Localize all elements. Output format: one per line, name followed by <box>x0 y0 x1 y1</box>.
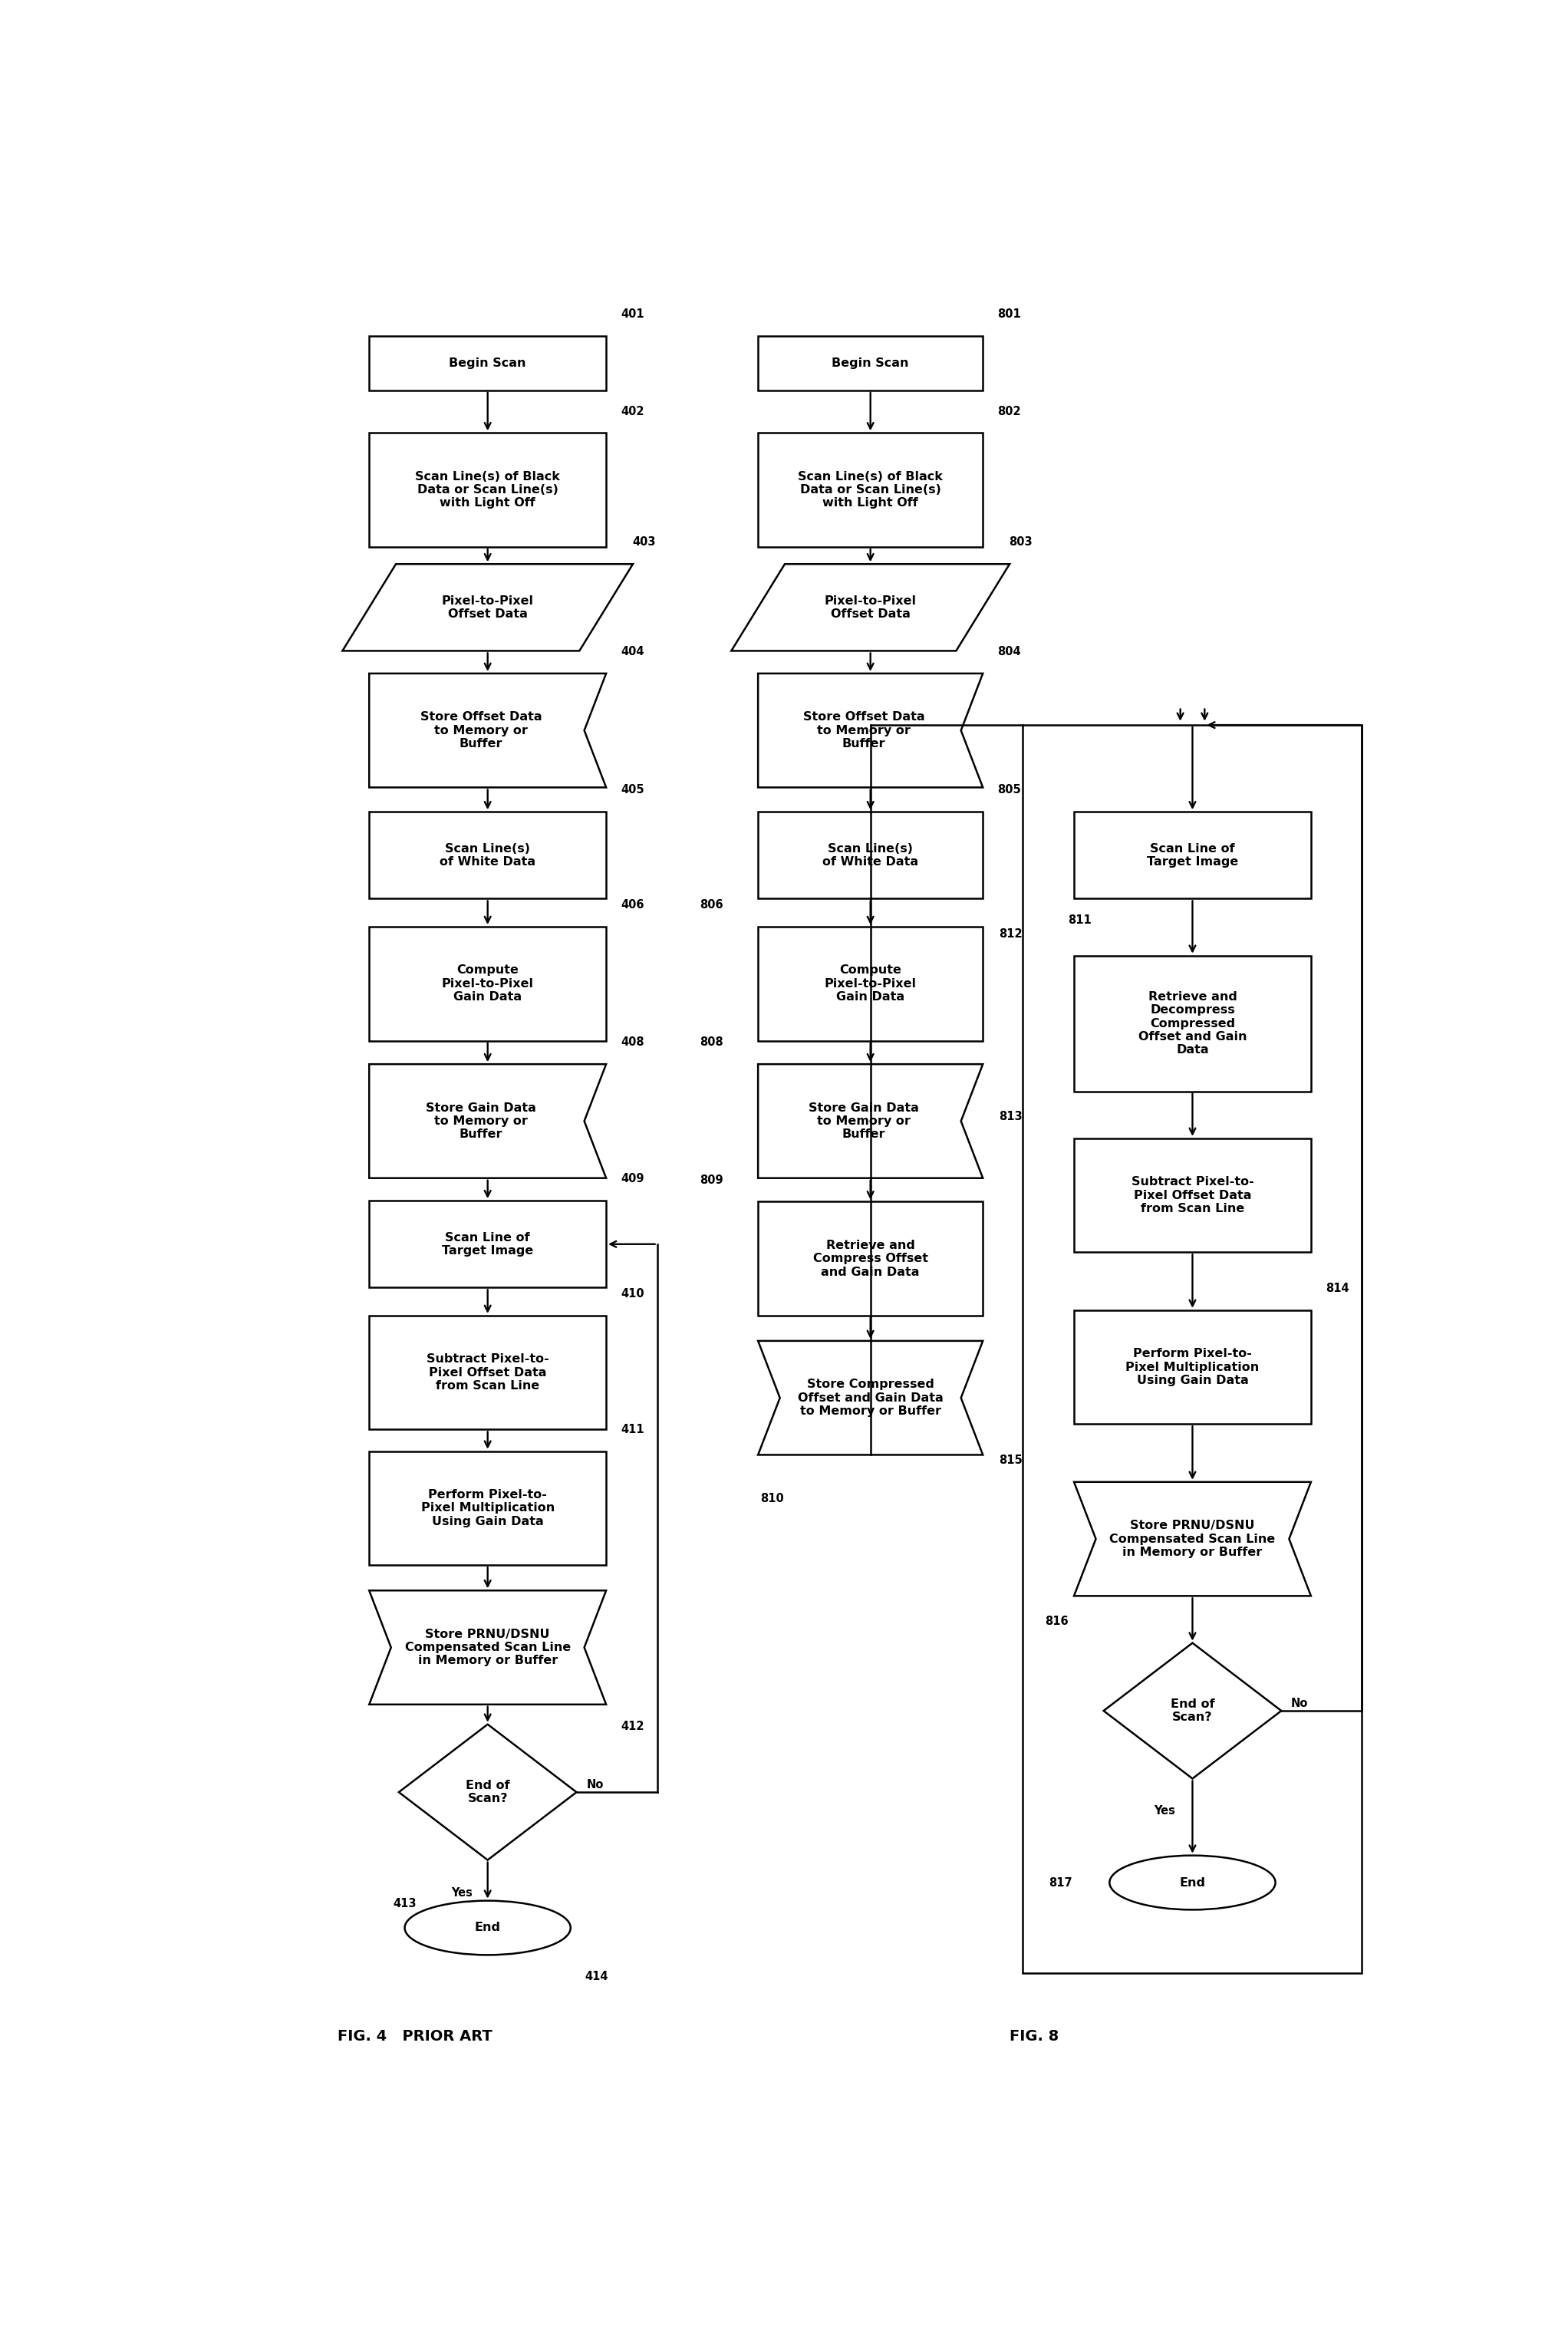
Ellipse shape <box>1110 1856 1275 1910</box>
Text: Store Compressed
Offset and Gain Data
to Memory or Buffer: Store Compressed Offset and Gain Data to… <box>798 1379 944 1416</box>
Text: 808: 808 <box>699 1036 723 1048</box>
Text: 408: 408 <box>621 1036 644 1048</box>
Text: End: End <box>1179 1877 1206 1889</box>
Polygon shape <box>398 1724 577 1860</box>
Text: Store Gain Data
to Memory or
Buffer: Store Gain Data to Memory or Buffer <box>426 1102 536 1139</box>
Text: 403: 403 <box>632 536 655 547</box>
Text: Retrieve and
Compress Offset
and Gain Data: Retrieve and Compress Offset and Gain Da… <box>812 1240 928 1278</box>
FancyBboxPatch shape <box>757 813 983 900</box>
Text: End of
Scan?: End of Scan? <box>1170 1698 1215 1724</box>
Text: 812: 812 <box>999 928 1022 940</box>
Text: No: No <box>1290 1698 1308 1710</box>
Text: 411: 411 <box>621 1423 644 1435</box>
Text: Store Offset Data
to Memory or
Buffer: Store Offset Data to Memory or Buffer <box>420 712 543 749</box>
FancyBboxPatch shape <box>368 432 607 547</box>
Polygon shape <box>342 564 633 651</box>
Text: Subtract Pixel-to-
Pixel Offset Data
from Scan Line: Subtract Pixel-to- Pixel Offset Data fro… <box>1131 1177 1254 1214</box>
Text: Compute
Pixel-to-Pixel
Gain Data: Compute Pixel-to-Pixel Gain Data <box>825 965 916 1003</box>
Text: 814: 814 <box>1325 1283 1348 1294</box>
FancyBboxPatch shape <box>368 1200 607 1287</box>
Text: Scan Line(s) of Black
Data or Scan Line(s)
with Light Off: Scan Line(s) of Black Data or Scan Line(… <box>798 470 942 510</box>
Text: 815: 815 <box>999 1454 1022 1466</box>
Polygon shape <box>368 674 607 787</box>
Text: 801: 801 <box>997 308 1021 319</box>
Text: Begin Scan: Begin Scan <box>833 357 909 369</box>
Text: Scan Line of
Target Image: Scan Line of Target Image <box>1146 843 1239 867</box>
Text: 409: 409 <box>621 1172 644 1184</box>
Polygon shape <box>731 564 1010 651</box>
Text: 809: 809 <box>699 1174 723 1186</box>
FancyBboxPatch shape <box>1074 1311 1311 1423</box>
Polygon shape <box>757 1064 983 1179</box>
Polygon shape <box>1104 1642 1281 1778</box>
FancyBboxPatch shape <box>1074 956 1311 1092</box>
Text: 817: 817 <box>1049 1877 1073 1889</box>
Text: Store PRNU/DSNU
Compensated Scan Line
in Memory or Buffer: Store PRNU/DSNU Compensated Scan Line in… <box>405 1628 571 1665</box>
FancyBboxPatch shape <box>368 813 607 900</box>
Text: 402: 402 <box>621 406 644 418</box>
Text: Pixel-to-Pixel
Offset Data: Pixel-to-Pixel Offset Data <box>442 594 533 620</box>
Text: 412: 412 <box>621 1719 644 1731</box>
FancyBboxPatch shape <box>1074 1139 1311 1252</box>
FancyBboxPatch shape <box>1074 813 1311 900</box>
Text: Store Offset Data
to Memory or
Buffer: Store Offset Data to Memory or Buffer <box>803 712 925 749</box>
Text: Subtract Pixel-to-
Pixel Offset Data
from Scan Line: Subtract Pixel-to- Pixel Offset Data fro… <box>426 1353 549 1391</box>
Text: Scan Line(s)
of White Data: Scan Line(s) of White Data <box>823 843 919 867</box>
Polygon shape <box>368 1064 607 1179</box>
Text: End of
Scan?: End of Scan? <box>466 1781 510 1804</box>
Text: End: End <box>475 1921 500 1933</box>
Text: 410: 410 <box>621 1287 644 1299</box>
Text: 804: 804 <box>997 646 1021 658</box>
FancyBboxPatch shape <box>757 1203 983 1315</box>
Text: 810: 810 <box>760 1492 784 1503</box>
Polygon shape <box>757 674 983 787</box>
Polygon shape <box>368 1590 607 1705</box>
FancyBboxPatch shape <box>757 432 983 547</box>
Text: 401: 401 <box>621 308 644 319</box>
Text: 816: 816 <box>1046 1616 1069 1628</box>
Ellipse shape <box>405 1900 571 1954</box>
Text: Perform Pixel-to-
Pixel Multiplication
Using Gain Data: Perform Pixel-to- Pixel Multiplication U… <box>1126 1348 1259 1386</box>
Text: Retrieve and
Decompress
Compressed
Offset and Gain
Data: Retrieve and Decompress Compressed Offse… <box>1138 991 1247 1057</box>
Text: Yes: Yes <box>1154 1806 1174 1816</box>
Text: Store PRNU/DSNU
Compensated Scan Line
in Memory or Buffer: Store PRNU/DSNU Compensated Scan Line in… <box>1110 1520 1275 1557</box>
Text: Store Gain Data
to Memory or
Buffer: Store Gain Data to Memory or Buffer <box>809 1102 919 1139</box>
Text: No: No <box>586 1778 604 1790</box>
Text: 813: 813 <box>999 1111 1022 1123</box>
Text: Compute
Pixel-to-Pixel
Gain Data: Compute Pixel-to-Pixel Gain Data <box>442 965 533 1003</box>
Text: Perform Pixel-to-
Pixel Multiplication
Using Gain Data: Perform Pixel-to- Pixel Multiplication U… <box>420 1489 555 1527</box>
FancyBboxPatch shape <box>757 336 983 390</box>
Polygon shape <box>757 1341 983 1454</box>
Text: 413: 413 <box>392 1898 416 1910</box>
Text: 405: 405 <box>621 785 644 796</box>
Text: Yes: Yes <box>452 1886 472 1898</box>
Text: 802: 802 <box>997 406 1021 418</box>
Text: 414: 414 <box>585 1971 608 1983</box>
FancyBboxPatch shape <box>757 928 983 1041</box>
Text: FIG. 8: FIG. 8 <box>1010 2030 1058 2044</box>
Text: Scan Line(s)
of White Data: Scan Line(s) of White Data <box>439 843 536 867</box>
Text: 803: 803 <box>1008 536 1032 547</box>
FancyBboxPatch shape <box>368 336 607 390</box>
Text: Begin Scan: Begin Scan <box>448 357 527 369</box>
Text: Scan Line(s) of Black
Data or Scan Line(s)
with Light Off: Scan Line(s) of Black Data or Scan Line(… <box>416 470 560 510</box>
Text: 811: 811 <box>1068 914 1091 926</box>
Text: FIG. 4   PRIOR ART: FIG. 4 PRIOR ART <box>337 2030 492 2044</box>
FancyBboxPatch shape <box>368 1452 607 1564</box>
Polygon shape <box>1074 1482 1311 1595</box>
Text: 805: 805 <box>997 785 1021 796</box>
Text: 806: 806 <box>699 900 723 911</box>
Text: 404: 404 <box>621 646 644 658</box>
Text: Pixel-to-Pixel
Offset Data: Pixel-to-Pixel Offset Data <box>825 594 916 620</box>
FancyBboxPatch shape <box>368 928 607 1041</box>
Text: Scan Line of
Target Image: Scan Line of Target Image <box>442 1231 533 1257</box>
FancyBboxPatch shape <box>368 1315 607 1431</box>
Text: 406: 406 <box>621 900 644 911</box>
